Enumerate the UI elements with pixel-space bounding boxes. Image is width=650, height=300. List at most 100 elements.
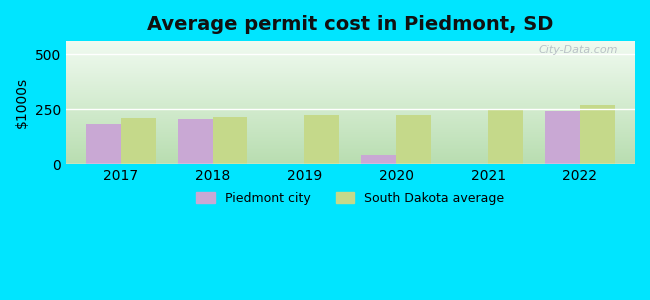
Bar [66,108,635,109]
Bar [66,101,635,102]
Bar [66,62,635,63]
Bar [66,75,635,76]
Bar [66,128,635,129]
Bar [66,158,635,159]
Bar [66,50,635,51]
Bar [66,52,635,53]
Bar [66,146,635,147]
Bar [66,76,635,77]
Bar [66,45,635,46]
Bar [66,159,635,160]
Bar [545,112,580,164]
Bar [66,156,635,157]
Bar [66,155,635,156]
Bar [66,160,635,161]
Bar [66,161,635,162]
Bar [66,87,635,88]
Bar [66,157,635,158]
Bar [66,49,635,50]
Bar [66,105,635,106]
Bar [66,86,635,87]
Bar [66,123,635,124]
Bar [66,53,635,54]
Bar [66,89,635,90]
Bar [66,153,635,154]
Bar [66,151,635,152]
Bar [66,113,635,114]
Bar [66,42,635,43]
Bar [66,110,635,111]
Bar [66,41,635,42]
Bar [66,140,635,141]
Bar [66,95,635,96]
Bar [177,119,213,164]
Bar [66,74,635,75]
Bar [488,109,523,164]
Bar [66,65,635,66]
Bar [66,71,635,72]
Bar [66,118,635,119]
Bar [66,138,635,139]
Bar [121,118,155,164]
Bar [66,82,635,83]
Bar [66,98,635,99]
Bar [66,81,635,82]
Bar [66,83,635,84]
Bar [66,94,635,95]
Bar [66,122,635,123]
Bar [66,72,635,73]
Bar [66,100,635,101]
Bar [66,93,635,94]
Bar [213,117,248,164]
Bar [66,147,635,148]
Bar [304,115,339,164]
Bar [66,60,635,61]
Bar [66,97,635,98]
Bar [66,56,635,57]
Bar [66,132,635,133]
Bar [66,134,635,135]
Bar [66,130,635,131]
Bar [66,162,635,163]
Bar [66,61,635,62]
Bar [66,67,635,68]
Bar [66,58,635,59]
Bar [66,63,635,64]
Bar [66,70,635,71]
Text: City-Data.com: City-Data.com [538,45,618,55]
Bar [66,116,635,117]
Bar [66,142,635,143]
Bar [86,124,121,164]
Bar [66,149,635,150]
Bar [66,61,635,62]
Bar [66,102,635,103]
Bar [66,85,635,86]
Bar [66,84,635,85]
Legend: Piedmont city, South Dakota average: Piedmont city, South Dakota average [191,187,510,210]
Bar [66,143,635,144]
Bar [66,133,635,134]
Y-axis label: $1000s: $1000s [15,77,29,128]
Bar [66,150,635,151]
Bar [66,145,635,146]
Bar [66,96,635,97]
Bar [66,69,635,70]
Bar [66,90,635,91]
Bar [580,105,615,164]
Bar [66,139,635,140]
Bar [66,120,635,121]
Bar [66,64,635,65]
Bar [66,144,635,145]
Bar [66,121,635,122]
Bar [66,131,635,132]
Bar [66,48,635,49]
Bar [66,137,635,138]
Bar [396,115,431,164]
Bar [66,107,635,108]
Bar [66,152,635,153]
Bar [66,54,635,55]
Bar [66,114,635,115]
Bar [66,88,635,89]
Bar [66,46,635,47]
Bar [66,99,635,100]
